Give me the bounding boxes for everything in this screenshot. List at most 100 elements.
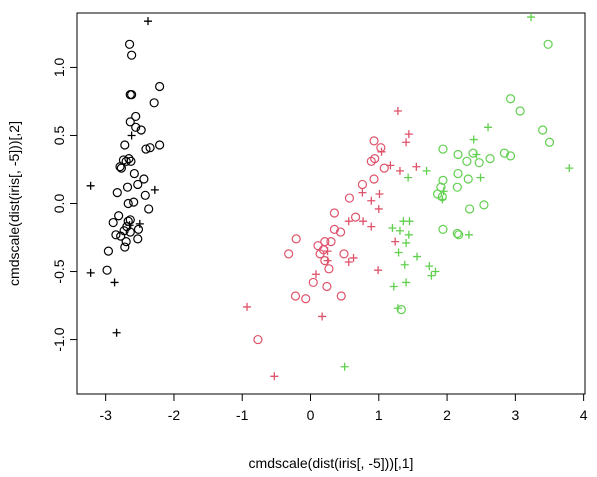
data-point-plus	[404, 130, 413, 139]
data-point-plus	[323, 247, 332, 256]
data-point-circle	[127, 50, 137, 60]
data-point-circle	[144, 204, 154, 214]
data-point-circle	[108, 217, 118, 228]
series-2	[243, 106, 421, 381]
data-point-circle	[379, 163, 389, 173]
x-tick-label: 3	[511, 407, 519, 423]
data-point-circle	[313, 241, 323, 251]
data-point-circle	[125, 117, 135, 127]
data-point-circle	[369, 174, 379, 184]
data-point-circle	[438, 175, 448, 185]
x-tick-label: 0	[307, 407, 315, 423]
data-point-plus	[469, 135, 478, 144]
series-1	[86, 17, 165, 337]
data-point-plus	[367, 222, 376, 231]
y-axis-label: cmdscale(dist(iris[, -5]))[,2]	[6, 121, 22, 286]
x-axis-label: cmdscale(dist(iris[, -5]))[,1]	[249, 455, 414, 471]
data-point-circle	[102, 265, 112, 275]
data-point-circle	[120, 242, 130, 252]
data-point-circle	[329, 208, 340, 218]
data-point-plus	[402, 278, 411, 287]
x-axis: -3 -2 -1 0 1 2 3 4	[99, 393, 588, 423]
y-tick-label: -0.5	[51, 259, 67, 283]
data-point-plus	[395, 226, 404, 235]
x-tick-label: -1	[236, 407, 249, 423]
data-point-circle	[326, 237, 336, 247]
data-point-plus	[349, 253, 358, 262]
data-point-plus	[393, 304, 402, 313]
data-point-plus	[144, 17, 153, 26]
x-tick-label: 2	[443, 407, 451, 423]
data-point-plus	[484, 123, 493, 132]
data-point-circle	[120, 140, 130, 150]
data-point-plus	[476, 173, 485, 182]
x-tick-label: 4	[580, 407, 588, 423]
data-point-circle	[350, 212, 361, 222]
data-point-plus	[527, 13, 536, 22]
data-point-circle	[335, 227, 346, 237]
data-point-plus	[377, 147, 386, 156]
data-point-plus	[389, 282, 398, 291]
data-point-circle	[369, 136, 379, 146]
y-tick-label: 1.0	[51, 57, 67, 77]
data-point-circle	[462, 156, 472, 166]
data-point-circle	[357, 179, 368, 190]
data-point-circle	[499, 148, 510, 158]
data-point-plus	[375, 189, 384, 198]
data-point-circle	[505, 94, 516, 104]
data-point-circle	[123, 198, 133, 209]
data-point-plus	[439, 187, 448, 196]
data-point-circle	[133, 224, 144, 234]
data-point-circle	[453, 149, 463, 160]
x-tick-label: 1	[375, 407, 383, 423]
data-point-circle	[290, 291, 301, 301]
data-point-plus	[386, 161, 395, 170]
data-point-plus	[565, 164, 574, 173]
data-point-plus	[318, 312, 327, 321]
data-point-plus	[374, 204, 383, 213]
data-point-plus	[427, 271, 436, 280]
data-point-plus	[344, 258, 353, 267]
data-point-plus	[413, 252, 422, 261]
data-point-plus	[404, 173, 413, 182]
data-point-circle	[544, 137, 555, 147]
data-point-circle	[124, 153, 134, 164]
data-point-plus	[110, 278, 119, 287]
data-point-circle	[123, 216, 133, 226]
data-point-plus	[472, 150, 481, 159]
data-point-plus	[112, 328, 121, 337]
data-point-circle	[438, 224, 448, 234]
data-point-plus	[412, 162, 421, 171]
data-point-circle	[452, 228, 462, 239]
y-tick-label: 0.5	[51, 126, 67, 146]
data-point-circle	[454, 230, 464, 240]
y-tick-label: 0.0	[51, 194, 67, 214]
data-point-plus	[311, 270, 320, 279]
data-point-circle	[129, 168, 139, 179]
data-point-circle	[376, 143, 386, 153]
data-point-circle	[370, 153, 380, 164]
data-point-plus	[358, 188, 367, 197]
data-point-circle	[284, 249, 294, 259]
data-point-circle	[322, 281, 332, 292]
data-point-circle	[125, 227, 135, 237]
data-point-plus	[464, 230, 473, 239]
x-tick-label: -2	[168, 407, 181, 423]
data-point-circle	[116, 163, 126, 173]
data-point-plus	[127, 131, 136, 140]
data-point-plus	[402, 238, 411, 247]
data-point-circle	[126, 156, 136, 166]
data-point-circle	[463, 174, 473, 184]
data-point-circle	[140, 190, 150, 200]
data-point-plus	[438, 195, 447, 204]
plot-box	[76, 12, 586, 395]
data-point-plus	[270, 372, 279, 381]
y-axis: -1.0 -0.5 0.0 0.5 1.0	[51, 57, 78, 352]
data-point-plus	[135, 219, 144, 228]
data-point-circle	[133, 234, 143, 244]
data-point-plus	[243, 302, 252, 311]
data-point-circle	[112, 188, 122, 198]
data-point-circle	[339, 249, 349, 259]
data-point-plus	[404, 230, 413, 239]
